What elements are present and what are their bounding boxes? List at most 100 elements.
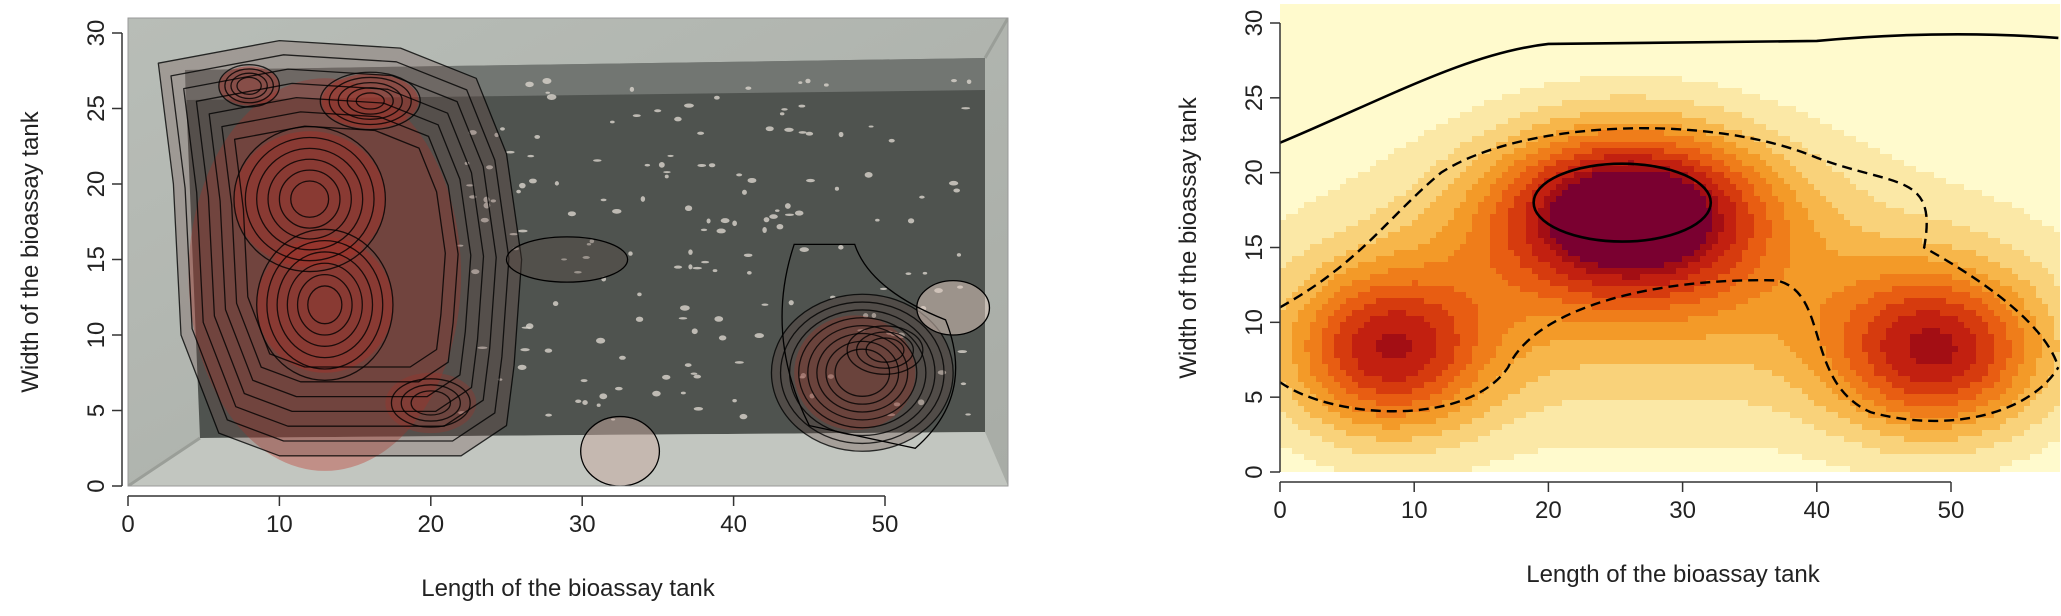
contour-line (218, 64, 281, 108)
density-cell (2048, 10, 2055, 17)
density-cell (1760, 214, 1767, 221)
density-cell (2054, 28, 2060, 35)
density-cell (1862, 124, 1869, 131)
density-cell (1634, 220, 1641, 227)
density-cell (1640, 70, 1647, 77)
density-cell (1304, 52, 1311, 59)
density-cell (1598, 70, 1605, 77)
density-cell (1610, 148, 1617, 155)
density-cell (1808, 34, 1815, 41)
density-cell (1628, 154, 1635, 161)
density-cell (1958, 76, 1965, 83)
density-cell (1922, 64, 1929, 71)
density-cell (1952, 136, 1959, 143)
density-cell (2036, 124, 2043, 131)
density-cell (1586, 106, 1593, 113)
density-cell (1340, 94, 1347, 101)
density-cell (1586, 160, 1593, 167)
density-cell (1562, 142, 1569, 149)
tank-debris (517, 364, 527, 370)
density-cell (1568, 130, 1575, 137)
density-cell (1652, 94, 1659, 101)
density-cell (1676, 106, 1683, 113)
density-cell (1748, 52, 1755, 59)
density-cell (1424, 124, 1431, 131)
density-cell (1388, 64, 1395, 71)
density-cell (1940, 64, 1947, 71)
tank-debris (525, 323, 534, 330)
density-cell (1640, 28, 1647, 35)
density-cell (1838, 172, 1845, 179)
density-cell (2006, 166, 2013, 173)
density-cell (1658, 70, 1665, 77)
contour-line (233, 125, 446, 368)
density-cell (1430, 22, 1437, 29)
density-cell (1496, 40, 1503, 47)
density-cell (1418, 214, 1425, 221)
density-cell (1460, 40, 1467, 47)
density-cell (1400, 76, 1407, 83)
density-cell (1616, 88, 1623, 95)
tank-debris (662, 374, 671, 380)
density-cell (1742, 70, 1749, 77)
density-cell (1976, 10, 1983, 17)
density-cell (1514, 76, 1521, 83)
density-cell (1508, 202, 1515, 209)
density-cell (1304, 202, 1311, 209)
density-cell (1646, 94, 1653, 101)
density-cell (1880, 190, 1887, 197)
density-cell (1490, 70, 1497, 77)
density-cell (1706, 184, 1713, 191)
density-cell (2048, 178, 2055, 185)
density-cell (1808, 118, 1815, 125)
density-cell (1628, 16, 1635, 23)
density-cell (2012, 148, 2019, 155)
density-cell (1454, 10, 1461, 17)
density-cell (1604, 202, 1611, 209)
density-cell (1886, 148, 1893, 155)
density-cell (1832, 82, 1839, 89)
density-cell (1670, 124, 1677, 131)
density-cell (1886, 136, 1893, 143)
density-cell (1652, 130, 1659, 137)
density-cell (1646, 10, 1653, 17)
density-cell (1916, 148, 1923, 155)
density-cell (1352, 196, 1359, 203)
density-cell (1934, 16, 1941, 23)
density-cell (1538, 220, 1545, 227)
tank-debris (471, 269, 480, 275)
density-cell (1472, 124, 1479, 131)
density-cell (1988, 154, 1995, 161)
density-cell (1574, 124, 1581, 131)
density-cell (1772, 40, 1779, 47)
density-cell (2024, 202, 2031, 209)
density-cell (1790, 46, 1797, 53)
density-cell (1406, 220, 1413, 227)
density-cell (1706, 142, 1713, 149)
density-cell (1748, 172, 1755, 179)
density-cell (2030, 136, 2037, 143)
density-cell (1304, 82, 1311, 89)
density-cell (1988, 184, 1995, 191)
density-cell (2012, 22, 2019, 29)
density-cell (1970, 136, 1977, 143)
density-cell (1424, 148, 1431, 155)
density-cell (1724, 178, 1731, 185)
contour-line (779, 301, 945, 445)
density-cell (1730, 160, 1737, 167)
density-cell (1628, 112, 1635, 119)
density-cell (1664, 10, 1671, 17)
density-cell (1796, 112, 1803, 119)
density-cell (1748, 190, 1755, 197)
density-cell (1352, 82, 1359, 89)
density-cell (1478, 142, 1485, 149)
density-cell (2030, 202, 2037, 209)
density-cell (1688, 46, 1695, 53)
density-cell (1694, 166, 1701, 173)
density-cell (1406, 154, 1413, 161)
density-cell (1940, 130, 1947, 137)
tank-debris (966, 79, 972, 85)
density-cell (1598, 112, 1605, 119)
density-cell (1724, 190, 1731, 197)
density-cell (1778, 106, 1785, 113)
